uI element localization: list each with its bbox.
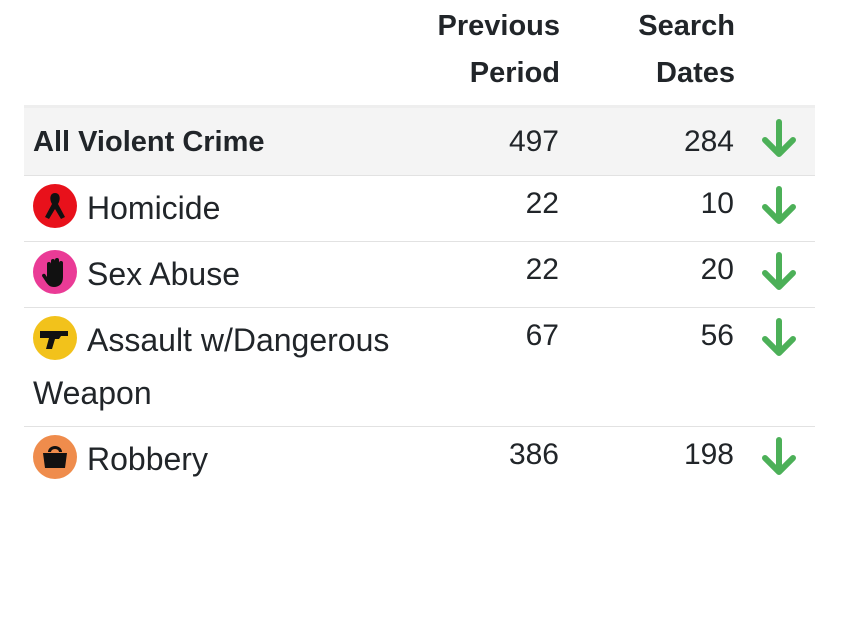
- label-cell: Homicide: [24, 175, 400, 242]
- trend-cell: [735, 175, 815, 242]
- down-arrow: [761, 318, 796, 356]
- search-count: 10: [560, 175, 735, 242]
- crime-label: Assault w/Dangerous Weapon: [33, 322, 390, 411]
- search-count: 20: [560, 241, 735, 308]
- crime-icon: [33, 184, 77, 228]
- crime-row: Assault w/Dangerous Weapon 67 56: [24, 307, 815, 427]
- header-cell: Previous Period: [400, 0, 560, 108]
- down-arrow: [761, 119, 796, 157]
- label-cell: All Violent Crime: [24, 106, 400, 176]
- previous-count: 386: [400, 426, 560, 492]
- previous-count: 67: [400, 307, 560, 427]
- down-arrow: [761, 437, 796, 475]
- previous-count: 22: [400, 175, 560, 242]
- crime-label: Robbery: [87, 441, 208, 477]
- trend-cell: [735, 426, 815, 492]
- header-cell: Search Dates: [560, 0, 735, 108]
- search-count: 284: [560, 106, 735, 176]
- previous-count: 497: [400, 106, 560, 176]
- crime-label: Homicide: [87, 190, 221, 226]
- crime-table: Previous Period Search Dates All Violent…: [24, 0, 815, 492]
- crime-label: All Violent Crime: [33, 125, 265, 158]
- header-row: Previous Period Search Dates: [24, 0, 815, 108]
- header-blank: [735, 0, 815, 108]
- search-count: 198: [560, 426, 735, 492]
- total-row: All Violent Crime 497 284: [24, 106, 815, 176]
- search-count: 56: [560, 307, 735, 427]
- trend-cell: [735, 106, 815, 176]
- crime-row: Robbery 386 198: [24, 426, 815, 492]
- down-arrow: [761, 186, 796, 224]
- label-cell: Assault w/Dangerous Weapon: [24, 307, 400, 427]
- crime-icon: [33, 250, 77, 294]
- crime-row: Sex Abuse 22 20: [24, 241, 815, 308]
- trend-cell: [735, 241, 815, 308]
- trend-cell: [735, 307, 815, 427]
- crime-label: Sex Abuse: [87, 256, 240, 292]
- label-cell: Sex Abuse: [24, 241, 400, 308]
- header-blank: [24, 0, 400, 108]
- crime-row: Homicide 22 10: [24, 175, 815, 242]
- table-body: All Violent Crime 497 284 Homicide 22 10 Sex A…: [24, 106, 815, 492]
- crime-icon: [33, 316, 77, 360]
- down-arrow: [761, 252, 796, 290]
- label-cell: Robbery: [24, 426, 400, 492]
- previous-count: 22: [400, 241, 560, 308]
- crime-icon: [33, 435, 77, 479]
